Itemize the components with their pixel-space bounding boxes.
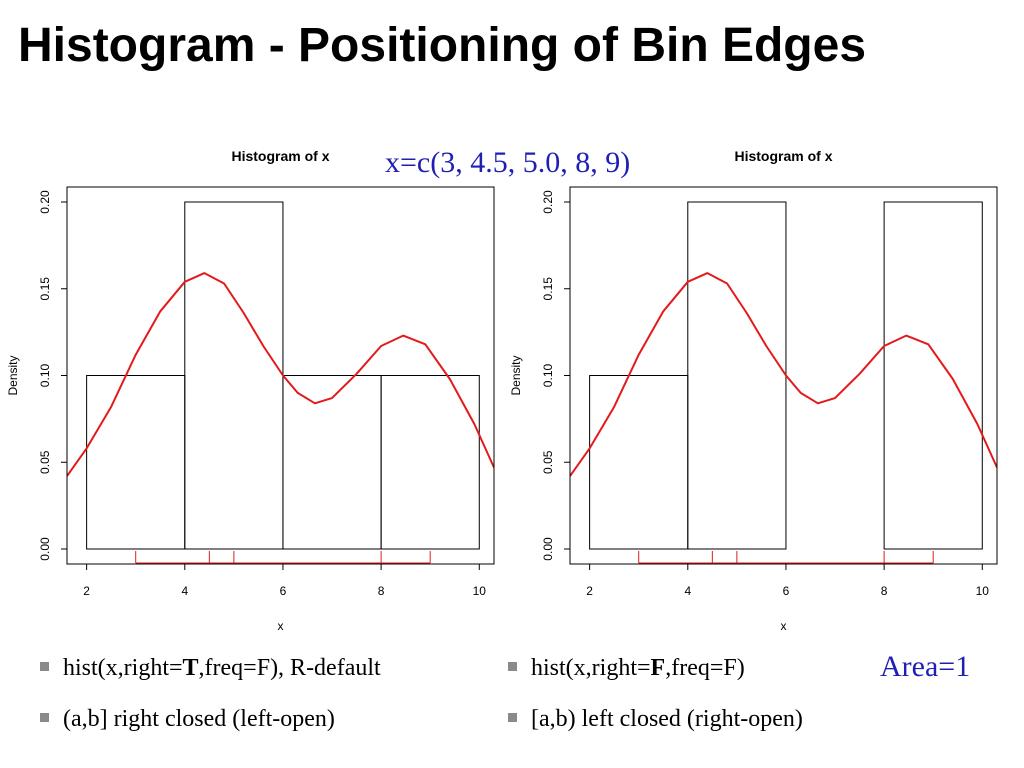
y-tick-label: 0.05 [541,450,555,474]
bullet-text: F [650,655,666,681]
histogram-left: Histogram of x 2 4 6 8 10 x 0.00 0.05 0.10 0.15 0.2… [6,148,495,633]
x-tick-label: 2 [83,584,90,598]
bullet-square-icon [508,712,517,722]
histogram-bar [687,201,787,550]
y-tick-label: 0.15 [38,277,52,301]
x-tick-label: 4 [684,584,691,598]
area-note: Area=1 [880,650,971,683]
bullet-text: (a,b] right closed (left-open) [63,706,335,732]
y-tick-label: 0.00 [541,537,555,561]
density-curve [67,272,494,477]
histogram-bar [589,375,689,550]
x-tick-label: 10 [976,584,990,598]
bullet-text: hist(x,right= [63,655,183,681]
histogram-bar [86,375,186,550]
y-tick-label: 0.10 [541,363,555,387]
bullet-item: hist(x,right=F,freq=F) [508,655,745,682]
chart-title: Histogram of x [734,148,832,164]
chart-title: Histogram of x [231,148,329,164]
y-tick-label: 0.10 [38,363,52,387]
x-tick-label: 6 [783,584,790,598]
histogram-bar [282,375,382,550]
x-definition: x=c(3, 4.5, 5.0, 8, 9) [385,146,631,179]
histogram-bar [184,201,284,550]
x-tick-label: 6 [280,584,287,598]
histogram-bar [380,375,480,550]
y-tick-label: 0.20 [38,190,52,214]
x-axis-label: x [278,619,284,633]
y-tick-label: 0.00 [38,537,52,561]
bullet-item: (a,b] right closed (left-open) [40,706,335,733]
bullet-text: ,freq=F) [665,655,745,681]
bullet-square-icon [40,712,49,722]
density-curve [570,272,997,477]
y-tick-label: 0.05 [38,450,52,474]
y-axis-label: Density [6,355,20,395]
bullet-text: T [182,655,199,681]
bullet-square-icon [40,661,49,671]
bullet-text: hist(x,right= [531,655,651,681]
y-tick-label: 0.20 [541,190,555,214]
x-tick-label: 8 [378,584,385,598]
bullet-item: [a,b) left closed (right-open) [508,706,803,733]
x-tick-label: 2 [586,584,593,598]
x-tick-label: 10 [473,584,487,598]
histogram-right: Histogram of x 2 4 6 8 10 x 0.00 0.05 0.10 0.15 0.2… [509,148,998,633]
x-tick-label: 4 [181,584,188,598]
y-tick-label: 0.15 [541,277,555,301]
histogram-bar [883,201,983,550]
slide-title: Histogram - Positioning of Bin Edges [18,19,867,72]
bullet-text: [a,b) left closed (right-open) [531,706,803,732]
bullet-square-icon [508,661,517,671]
y-axis-label: Density [509,355,523,395]
bullet-item: hist(x,right=T,freq=F), R-default [40,655,381,682]
bullet-text: ,freq=F), R-default [198,655,381,681]
x-tick-label: 8 [881,584,888,598]
x-axis-label: x [781,619,787,633]
